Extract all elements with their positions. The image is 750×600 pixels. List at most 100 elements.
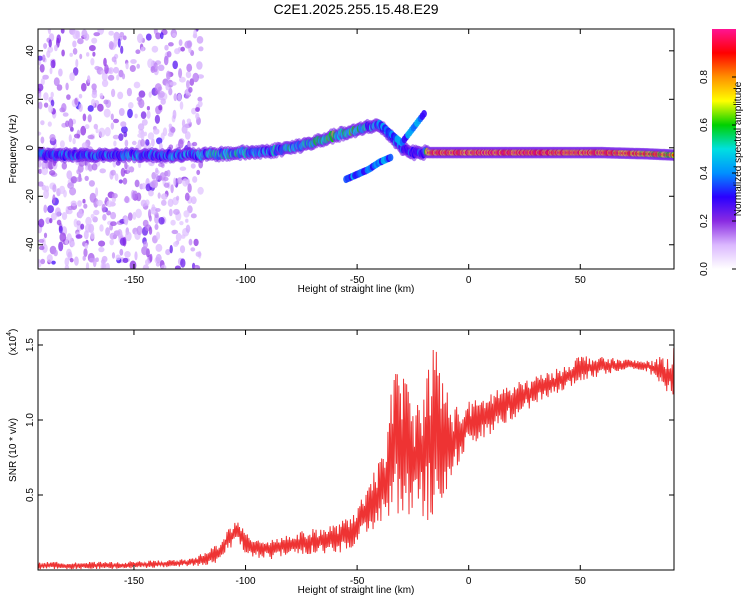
noise-blob <box>84 242 89 250</box>
noise-blob <box>136 225 143 236</box>
noise-blob <box>41 184 47 191</box>
noise-blob <box>87 75 91 84</box>
noise-blob <box>178 68 183 79</box>
noise-blob <box>43 232 48 239</box>
noise-blob <box>106 210 111 216</box>
noise-blob <box>125 231 132 242</box>
noise-blob <box>158 175 163 181</box>
noise-blob <box>40 78 45 86</box>
noise-blob <box>46 50 51 58</box>
noise-blob <box>171 229 179 235</box>
noise-blob <box>134 179 140 188</box>
noise-blob <box>99 224 104 232</box>
noise-blob <box>184 192 190 201</box>
noise-blob <box>101 263 107 269</box>
noise-blob <box>50 59 56 69</box>
noise-blob <box>77 200 82 207</box>
colorbar: 0.0 0.2 0.4 0.6 0.8 Normalized spectral ampl… <box>699 29 744 276</box>
noise-blob <box>43 102 49 108</box>
noise-blob <box>190 213 197 219</box>
noise-blob <box>155 32 162 40</box>
noise-blob <box>125 62 129 70</box>
snr-y-label: SNR (10 * v/v) <box>8 418 19 482</box>
noise-blob <box>148 91 152 98</box>
noise-blob <box>145 139 150 146</box>
noise-blob <box>180 258 186 268</box>
noise-blob <box>184 94 190 99</box>
y-tick-label: 0 <box>25 145 36 151</box>
noise-blob <box>186 118 192 124</box>
noise-blob <box>75 30 81 39</box>
noise-blob <box>103 57 107 67</box>
noise-blob <box>85 262 90 269</box>
noise-blob <box>102 214 107 221</box>
noise-blob <box>80 125 87 136</box>
noise-blob <box>195 112 200 120</box>
noise-blob <box>170 126 176 133</box>
noise-blob <box>38 83 44 92</box>
noise-blob <box>185 218 189 223</box>
noise-blob <box>65 82 69 91</box>
noise-blob <box>157 64 165 72</box>
noise-blob <box>78 209 83 219</box>
noise-blob <box>54 44 58 52</box>
noise-blob <box>95 128 99 134</box>
y-tick-label: -40 <box>25 237 36 252</box>
noise-blob <box>108 41 114 50</box>
noise-blob <box>160 98 166 105</box>
noise-blob <box>77 38 84 45</box>
noise-blob <box>108 30 114 36</box>
noise-blob <box>195 251 202 257</box>
noise-blob <box>161 264 167 269</box>
noise-blob <box>114 173 119 182</box>
colorbar-tick-label: 0.2 <box>699 214 710 228</box>
noise-blob <box>91 91 98 99</box>
noise-blob <box>106 200 114 208</box>
noise-blob <box>178 39 183 46</box>
noise-blob <box>67 205 74 211</box>
noise-blob <box>192 141 198 147</box>
noise-blob <box>40 120 45 126</box>
y-tick-label: 1.0 <box>25 413 36 427</box>
noise-blob <box>190 163 196 169</box>
noise-blob <box>185 224 191 233</box>
noise-blob <box>93 32 100 37</box>
noise-blob <box>113 66 120 74</box>
noise-blob <box>38 218 45 228</box>
noise-blob <box>148 226 153 235</box>
noise-blob <box>56 34 61 44</box>
noise-blob <box>91 37 98 44</box>
noise-blob <box>118 133 124 142</box>
noise-blob <box>154 83 162 92</box>
noise-blob <box>186 63 193 72</box>
noise-blob <box>155 208 161 212</box>
noise-blob <box>79 53 83 60</box>
noise-blob <box>51 260 56 265</box>
noise-blob <box>147 132 155 140</box>
snr-scale-prefix: (x10 <box>8 335 19 355</box>
noise-blob <box>110 211 117 220</box>
noise-blob <box>91 98 96 108</box>
noise-blob <box>76 220 81 226</box>
noise-blob <box>165 83 170 91</box>
noise-blob <box>47 160 55 170</box>
noise-blob <box>56 219 62 226</box>
noise-blob <box>166 169 171 177</box>
branch-cell <box>421 110 427 118</box>
noise-blob <box>46 254 53 263</box>
noise-blob <box>134 251 138 261</box>
spectrogram-frame <box>37 28 675 270</box>
snr-scale-close: ) <box>8 329 19 332</box>
noise-blob <box>87 114 92 123</box>
noise-blob <box>113 118 119 124</box>
noise-blob <box>83 248 88 257</box>
figure-title: C2E1.2025.255.15.48.E29 <box>273 1 438 17</box>
x-tick-label: 0 <box>466 576 472 587</box>
noise-blob <box>66 94 71 100</box>
colorbar-tick-label: 0.4 <box>699 166 710 180</box>
noise-blob <box>130 59 137 64</box>
noise-blob <box>178 139 184 149</box>
noise-blob <box>145 33 152 41</box>
noise-blob <box>161 199 167 206</box>
noise-blob <box>69 72 75 81</box>
